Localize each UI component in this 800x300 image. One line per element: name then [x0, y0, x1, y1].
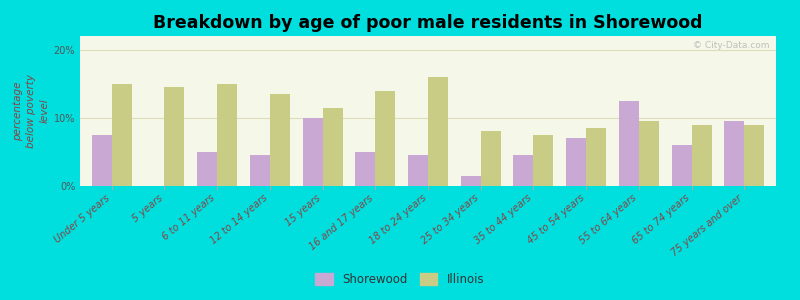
Bar	[672, 145, 692, 186]
Bar	[408, 155, 428, 186]
Bar	[692, 124, 712, 186]
Bar	[375, 91, 395, 186]
Bar	[514, 155, 534, 186]
Bar	[619, 101, 639, 186]
Bar	[322, 108, 342, 186]
Bar	[744, 124, 765, 186]
Bar	[197, 152, 217, 186]
Bar	[481, 131, 501, 186]
Bar	[724, 121, 744, 186]
Bar	[302, 118, 322, 186]
Y-axis label: percentage
below poverty
level: percentage below poverty level	[13, 74, 50, 148]
Bar	[92, 135, 112, 186]
Bar	[355, 152, 375, 186]
Bar	[428, 77, 448, 186]
Bar	[566, 138, 586, 186]
Bar	[639, 121, 659, 186]
Bar	[217, 84, 237, 186]
Legend: Shorewood, Illinois: Shorewood, Illinois	[310, 268, 490, 291]
Bar	[112, 84, 132, 186]
Title: Breakdown by age of poor male residents in Shorewood: Breakdown by age of poor male residents …	[154, 14, 702, 32]
Bar	[164, 87, 184, 186]
Bar	[461, 176, 481, 186]
Bar	[586, 128, 606, 186]
Bar	[250, 155, 270, 186]
Bar	[534, 135, 554, 186]
Bar	[270, 94, 290, 186]
Text: © City-Data.com: © City-Data.com	[693, 40, 769, 50]
